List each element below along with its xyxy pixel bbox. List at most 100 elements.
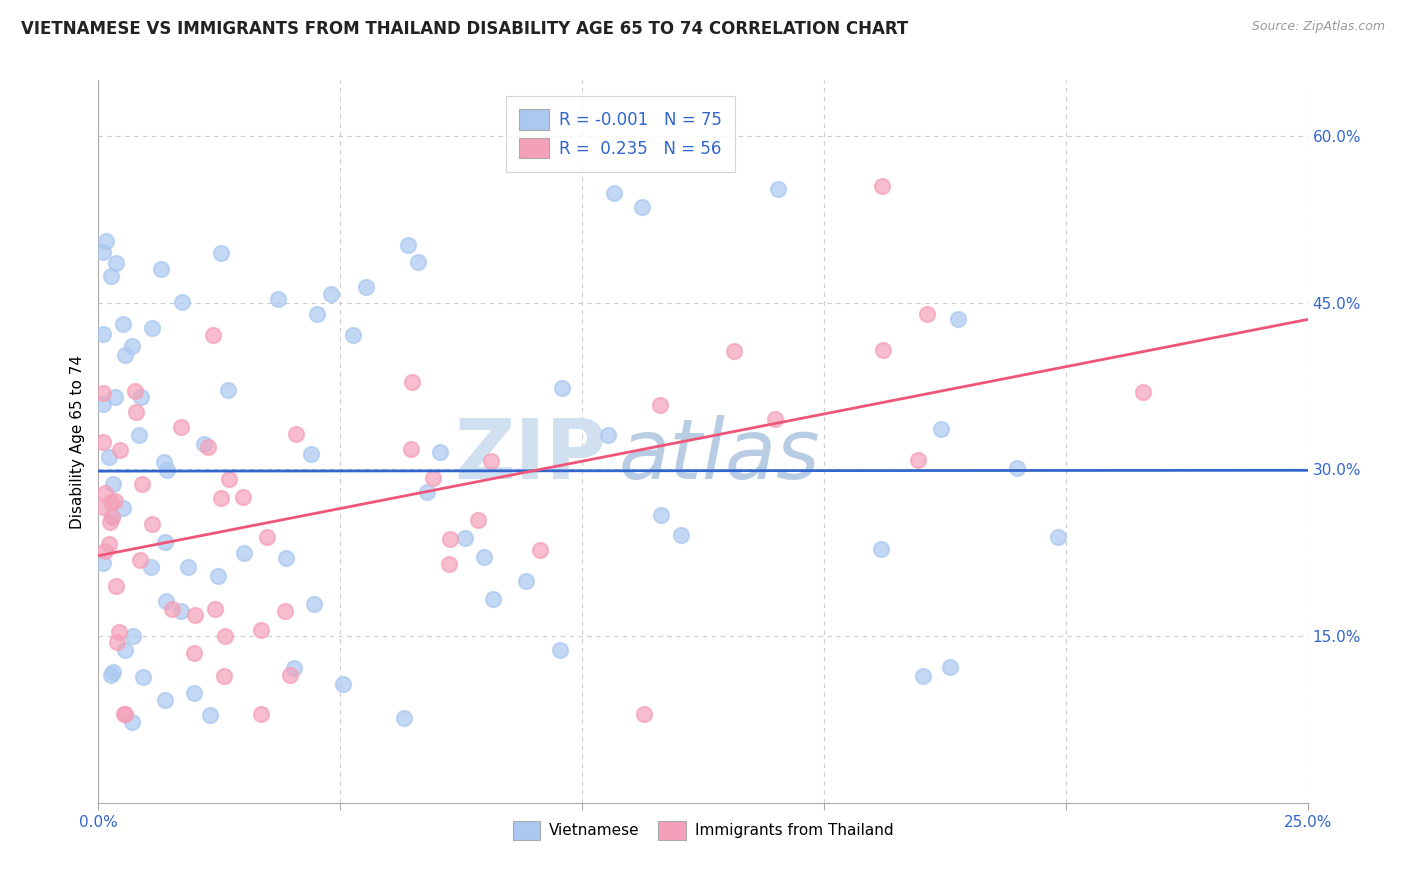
Point (602, 186, 624, 200)
Point (170, 294, 193, 309)
Point (204, 602, 226, 616)
Point (104, 494, 127, 508)
Point (422, 471, 444, 485)
Point (515, 574, 537, 588)
Point (406, 254, 429, 268)
Point (931, 422, 953, 436)
Point (630, 200, 652, 214)
Point (170, 604, 193, 618)
Point (193, 437, 215, 451)
Point (302, 597, 325, 611)
Point (114, 706, 136, 721)
Point (305, 308, 328, 322)
Point (548, 642, 571, 657)
Text: VIETNAMESE VS IMMIGRANTS FROM THAILAND DISABILITY AGE 65 TO 74 CORRELATION CHART: VIETNAMESE VS IMMIGRANTS FROM THAILAND D… (21, 20, 908, 37)
Point (911, 669, 934, 683)
Point (108, 443, 131, 458)
Point (128, 553, 150, 567)
Point (105, 579, 128, 593)
Point (454, 532, 477, 546)
Point (946, 311, 969, 326)
Point (91, 397, 114, 411)
Point (153, 535, 176, 549)
Point (479, 454, 502, 468)
Point (202, 328, 225, 343)
Point (763, 411, 786, 425)
Point (98, 450, 121, 465)
Point (399, 442, 422, 457)
Point (101, 477, 124, 491)
Point (91, 245, 114, 260)
Point (938, 659, 960, 673)
Point (398, 238, 420, 252)
Point (278, 668, 301, 682)
Point (112, 500, 135, 515)
Text: Source: ZipAtlas.com: Source: ZipAtlas.com (1251, 20, 1385, 33)
Point (283, 661, 305, 675)
Point (671, 528, 693, 542)
Point (100, 667, 122, 681)
Y-axis label: Disability Age 65 to 74: Disability Age 65 to 74 (69, 354, 84, 529)
Point (872, 343, 894, 358)
Point (114, 706, 136, 721)
Point (91, 434, 114, 449)
Point (870, 541, 893, 556)
Point (114, 348, 136, 362)
Point (233, 546, 256, 560)
Point (429, 444, 451, 458)
Point (131, 477, 153, 491)
Point (128, 428, 150, 442)
Point (439, 532, 461, 546)
Point (197, 440, 219, 454)
Point (101, 509, 124, 524)
Point (267, 292, 290, 306)
Legend: Vietnamese, Immigrants from Thailand: Vietnamese, Immigrants from Thailand (506, 815, 900, 846)
Point (184, 608, 207, 623)
Point (481, 591, 503, 606)
Point (633, 706, 655, 721)
Point (596, 427, 619, 442)
Point (274, 550, 297, 565)
Point (153, 692, 176, 706)
Point (472, 549, 495, 564)
Point (207, 569, 229, 583)
Point (100, 494, 122, 508)
Point (129, 390, 152, 404)
Point (91, 500, 114, 514)
Point (256, 530, 278, 544)
Point (183, 685, 205, 699)
Text: ZIP: ZIP (454, 416, 606, 497)
Point (529, 543, 551, 558)
Point (104, 256, 127, 270)
Point (155, 593, 177, 607)
Point (156, 463, 179, 477)
Text: atlas: atlas (619, 416, 820, 497)
Point (401, 375, 423, 389)
Point (217, 383, 239, 397)
Point (91, 385, 114, 400)
Point (723, 344, 745, 359)
Point (131, 670, 153, 684)
Point (114, 642, 136, 657)
Point (121, 339, 143, 353)
Point (98, 515, 121, 529)
Point (121, 714, 143, 729)
Point (94, 234, 117, 248)
Point (209, 491, 232, 505)
Point (214, 629, 236, 643)
Point (650, 398, 672, 412)
Point (299, 447, 322, 461)
Point (122, 629, 145, 643)
Point (273, 604, 295, 618)
Point (141, 516, 163, 531)
Point (105, 635, 128, 649)
Point (124, 384, 146, 398)
Point (467, 513, 489, 527)
Point (108, 624, 131, 639)
Point (100, 268, 122, 283)
Point (152, 455, 174, 469)
Point (198, 707, 221, 722)
Point (160, 602, 183, 616)
Point (250, 623, 273, 637)
Point (170, 420, 193, 434)
